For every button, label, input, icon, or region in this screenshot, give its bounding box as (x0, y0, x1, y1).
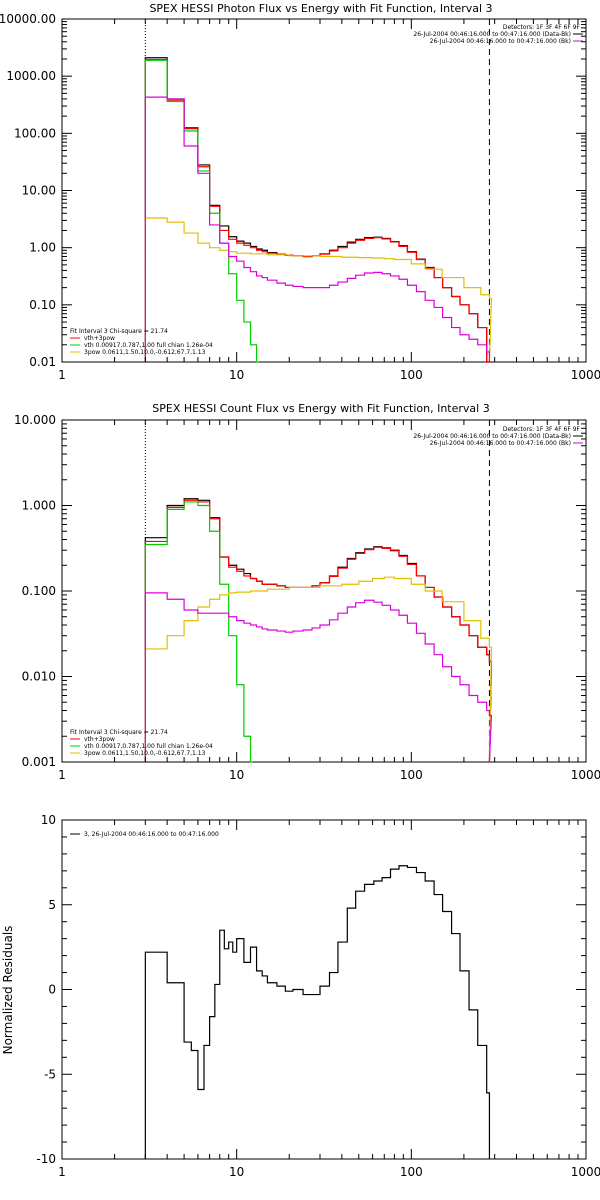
x-tick-label: 10 (229, 368, 244, 382)
bk-interval-label: 26-Jul-2004 00:46:16.000 to 00:47:16.000… (430, 440, 571, 447)
photon-flux-title: SPEX HESSI Photon Flux vs Energy with Fi… (149, 2, 492, 15)
y-tick-label: 0.100 (22, 584, 56, 598)
series-background (144, 592, 493, 763)
photon-flux-fit-legend: Fit Interval 3 Chi-square = 21.74 vth+3p… (70, 328, 213, 356)
x-tick-label: 1000 (571, 368, 600, 382)
series-3pow (144, 576, 493, 763)
series-background (144, 96, 492, 363)
residuals-plot-frame (61, 819, 587, 1160)
series-data (144, 57, 492, 363)
y-tick-label: 0.01 (29, 355, 56, 369)
detectors-label: Detectors: 1F 3F 4F 6F 9F (503, 24, 581, 31)
y-tick-label: 10.00 (22, 184, 56, 198)
y-tick-label: 1.00 (29, 241, 56, 255)
series-vth (144, 59, 259, 363)
residuals-legend-label: 3, 26-Jul-2004 00:46:16.000 to 00:47:16.… (84, 831, 219, 838)
fit-model-label: vth+3pow (84, 335, 115, 342)
series-data (144, 498, 493, 763)
residuals-y-axis-label: Normalized Residuals (1, 926, 15, 1055)
y-tick-label: 0.010 (22, 670, 56, 684)
photon-flux-panel: SPEX HESSI Photon Flux vs Energy with Fi… (0, 2, 600, 382)
x-tick-label: 100 (400, 1165, 423, 1179)
x-tick-label: 10 (229, 768, 244, 782)
y-tick-label: -10 (36, 1152, 56, 1166)
series-vth (144, 501, 253, 763)
fit-vth-label: vth 0.00917,0.787,1.00 full chian 1.26e-… (84, 743, 213, 750)
x-tick-label: 1 (58, 368, 66, 382)
residuals-panel: 1 10 100 1000 -10 -5 0 5 10 Normalized Residuals… (1, 813, 600, 1179)
count-flux-panel: SPEX HESSI Count Flux vs Energy with Fit… (14, 402, 600, 782)
count-flux-fit-legend: Fit Interval 3 Chi-square = 21.74 vth+3p… (70, 729, 213, 757)
fit-interval-label: Fit Interval 3 Chi-square = 21.74 (70, 328, 168, 335)
x-tick-label: 1 (58, 1165, 66, 1179)
fit-3pow-label: 3pow 0.0611,1.50,10.0,-0.612,67.7,1.13 (84, 349, 206, 356)
x-tick-label: 1 (58, 768, 66, 782)
photon-flux-header: Detectors: 1F 3F 4F 6F 9F 26-Jul-2004 00… (413, 24, 583, 45)
fit-interval-label: Fit Interval 3 Chi-square = 21.74 (70, 729, 168, 736)
y-tick-label: 1.000 (22, 499, 56, 513)
fit-vth-label: vth 0.00917,0.787,1.00 full chian 1.26e-… (84, 342, 213, 349)
series-vth-3pow (144, 58, 492, 363)
y-tick-label: 5 (48, 898, 56, 912)
bk-interval-label: 26-Jul-2004 00:46:16.000 to 00:47:16.000… (430, 38, 571, 45)
data-interval-label: 26-Jul-2004 00:46:16.000 to 00:47:16.000… (413, 31, 571, 38)
x-tick-label: 100 (400, 768, 423, 782)
photon-flux-plot-frame (61, 18, 587, 363)
residuals-legend: 3, 26-Jul-2004 00:46:16.000 to 00:47:16.… (70, 831, 219, 838)
x-tick-label: 1000 (571, 768, 600, 782)
count-flux-title: SPEX HESSI Count Flux vs Energy with Fit… (152, 402, 489, 415)
y-tick-label: 10.000 (14, 413, 56, 427)
data-interval-label: 26-Jul-2004 00:46:16.000 to 00:47:16.000… (413, 433, 571, 440)
y-tick-label: 10 (41, 813, 56, 827)
fit-3pow-label: 3pow 0.0611,1.50,10.0,-0.612,67.7,1.13 (84, 750, 206, 757)
detectors-label: Detectors: 1F 3F 4F 6F 9F (503, 426, 581, 433)
y-tick-label: 0.001 (22, 755, 56, 769)
x-tick-label: 1000 (571, 1165, 600, 1179)
fit-model-label: vth+3pow (84, 736, 115, 743)
series-residuals (144, 865, 491, 1159)
series-vth-3pow (144, 499, 493, 763)
y-tick-label: -5 (44, 1067, 56, 1081)
x-tick-label: 100 (400, 368, 423, 382)
y-tick-label: 100.00 (14, 126, 56, 140)
y-tick-label: 0.10 (29, 298, 56, 312)
y-tick-label: 0 (48, 983, 56, 997)
x-tick-label: 10 (229, 1165, 244, 1179)
count-flux-plot-frame (61, 419, 587, 763)
series-3pow (144, 217, 493, 363)
y-tick-label: 10000.00 (0, 12, 56, 26)
count-flux-header: Detectors: 1F 3F 4F 6F 9F 26-Jul-2004 00… (413, 426, 583, 447)
y-tick-label: 1000.00 (6, 69, 56, 83)
